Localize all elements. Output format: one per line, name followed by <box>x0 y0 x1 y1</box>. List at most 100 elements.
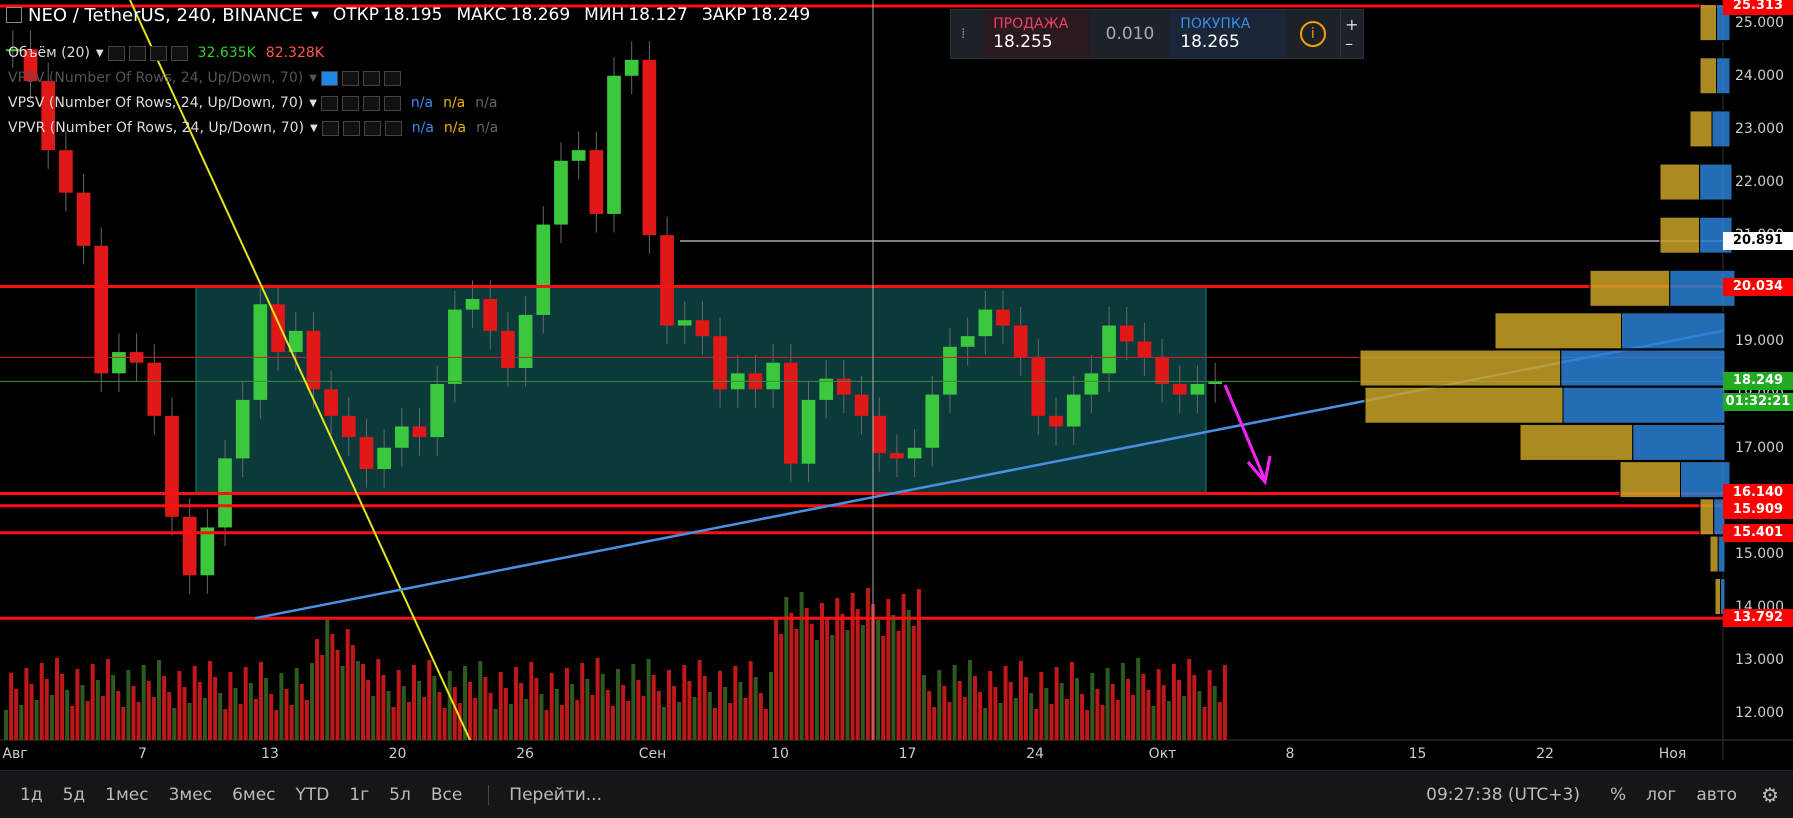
volume-profile-up <box>1699 498 1715 536</box>
candle-body <box>554 160 568 225</box>
volume-bar <box>830 635 835 740</box>
volume-bar <box>1217 702 1222 740</box>
volume-bar <box>422 697 427 740</box>
volume-bar <box>452 687 457 740</box>
volume-bar <box>432 676 437 740</box>
volume-bar <box>1202 707 1207 740</box>
x-tick-label: 24 <box>1026 746 1044 762</box>
chevron-down-icon[interactable]: ▼ <box>95 47 104 59</box>
info-icon[interactable]: i <box>1286 10 1341 58</box>
volume-bar <box>1064 699 1069 740</box>
candle-body <box>341 415 356 438</box>
plus-icon[interactable] <box>149 45 167 61</box>
timeframe-button[interactable]: 5д <box>62 784 86 805</box>
chevron-down-icon[interactable]: ▼ <box>310 122 318 134</box>
volume-bar <box>692 697 697 740</box>
settings-icon[interactable] <box>341 95 359 111</box>
volume-bar <box>223 709 228 740</box>
timeframe-button[interactable]: YTD <box>295 784 330 805</box>
timeframe-button[interactable]: 3мес <box>168 784 213 805</box>
volume-bar <box>361 664 365 740</box>
eye-icon[interactable] <box>320 70 338 86</box>
volume-bar <box>1115 700 1120 740</box>
symbol-title[interactable]: NEO / TetherUS, 240, BINANCE <box>28 4 304 26</box>
eye-icon[interactable] <box>321 120 339 136</box>
volume-bar <box>600 674 605 740</box>
volume-bar <box>503 688 508 740</box>
low-label: МИН <box>584 5 625 25</box>
gear-icon[interactable] <box>362 95 380 111</box>
volume-bar <box>1156 669 1161 740</box>
volume-bar <box>310 663 314 740</box>
indicator-label: VPVR (Number Of Rows, 24, Up/Down, 70) <box>8 120 305 136</box>
eye-icon[interactable] <box>320 95 338 111</box>
candle-body <box>624 59 639 76</box>
sell-button[interactable]: ПРОДАЖА 18.255 <box>983 10 1090 58</box>
close-icon[interactable] <box>383 70 401 86</box>
indicator-label: Объём (20) <box>8 45 90 61</box>
buy-button[interactable]: ПОКУПКА 18.265 <box>1170 10 1286 58</box>
timeframe-button[interactable]: Все <box>430 784 463 805</box>
timeframe-button[interactable]: 5л <box>389 784 411 805</box>
volume-bar <box>248 683 253 740</box>
volume-bar <box>1085 710 1090 740</box>
settings-icon[interactable] <box>341 70 359 86</box>
symbol-dropdown-icon[interactable]: ▼ <box>311 9 319 21</box>
percent-button[interactable]: % <box>1609 784 1627 805</box>
x-tick-label: 8 <box>1285 746 1295 762</box>
chart-header: NEO / TetherUS, 240, BINANCE ▼ ОТКР 18.1… <box>0 0 810 30</box>
price-tag: 20.034 <box>1723 277 1793 296</box>
indicator-vpsv-hidden[interactable]: VPSV (Number Of Rows, 24, Up/Down, 70) ▼ <box>8 70 401 86</box>
goto-button[interactable]: Перейти... <box>509 784 602 805</box>
volume-bar <box>1054 667 1059 740</box>
settings-icon[interactable] <box>107 45 125 61</box>
drag-handle-icon[interactable]: ⁞ <box>961 26 966 42</box>
gear-icon[interactable] <box>362 70 380 86</box>
candle-body <box>660 235 674 326</box>
candle-body <box>854 394 869 416</box>
volume-profile-up <box>1619 461 1681 499</box>
gear-icon[interactable]: ⚙ <box>1761 782 1779 807</box>
volume-bar <box>707 692 712 740</box>
volume-bar <box>1018 661 1023 740</box>
close-icon[interactable] <box>383 95 401 111</box>
indicator-label: VPSV (Number Of Rows, 24, Up/Down, 70) <box>8 70 304 86</box>
close-icon[interactable] <box>384 120 402 136</box>
candle-body <box>41 81 56 151</box>
price-tag: 15.401 <box>1723 523 1793 542</box>
volume-bar <box>498 672 503 740</box>
gear-icon[interactable] <box>363 120 381 136</box>
timeframe-button[interactable]: 1д <box>20 784 43 805</box>
log-button[interactable]: лог <box>1646 784 1677 805</box>
volume-bar <box>238 704 243 740</box>
x-tick-label: 17 <box>898 746 917 762</box>
indicator-vpsv[interactable]: VPSV (Number Of Rows, 24, Up/Down, 70) ▼… <box>8 95 497 111</box>
auto-button[interactable]: авто <box>1696 784 1738 805</box>
plus-button[interactable]: + <box>1345 15 1359 34</box>
volume-bar <box>274 710 279 740</box>
close-icon[interactable] <box>170 45 188 61</box>
price-tag: 13.792 <box>1723 609 1793 628</box>
settings-icon[interactable] <box>342 120 360 136</box>
volume-bar <box>702 676 707 740</box>
price-tag: 25.313 <box>1723 0 1793 15</box>
volume-bar <box>437 692 442 740</box>
price-tag: 01:32:21 <box>1723 393 1793 412</box>
timeframe-button[interactable]: 6мес <box>232 784 276 805</box>
indicator-vpvr[interactable]: VPVR (Number Of Rows, 24, Up/Down, 70) ▼… <box>8 120 498 136</box>
volume-bar <box>202 698 207 740</box>
x-tick-label: Ноя <box>1658 746 1687 762</box>
indicator-volume[interactable]: Объём (20) ▼ 32.635K 82.328K <box>8 45 324 61</box>
timeframe-button[interactable]: 1г <box>349 784 370 805</box>
chevron-down-icon[interactable]: ▼ <box>309 97 317 109</box>
menu-icon[interactable] <box>6 7 22 23</box>
volume-bar <box>529 662 534 740</box>
volume-bar <box>809 624 814 740</box>
gear-icon[interactable] <box>128 45 146 61</box>
chevron-down-icon[interactable]: ▼ <box>309 72 317 84</box>
minus-button[interactable]: – <box>1345 34 1354 53</box>
volume-bar <box>111 675 116 740</box>
volume-bar <box>299 684 304 740</box>
timeframe-button[interactable]: 1мес <box>105 784 149 805</box>
